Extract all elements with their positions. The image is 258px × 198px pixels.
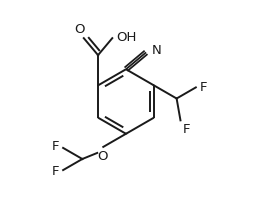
Text: N: N — [152, 44, 162, 57]
Text: F: F — [52, 140, 59, 153]
Text: F: F — [182, 123, 190, 136]
Text: O: O — [97, 150, 108, 163]
Text: F: F — [200, 81, 207, 94]
Text: OH: OH — [116, 31, 137, 44]
Text: O: O — [75, 23, 85, 36]
Text: F: F — [52, 165, 59, 178]
